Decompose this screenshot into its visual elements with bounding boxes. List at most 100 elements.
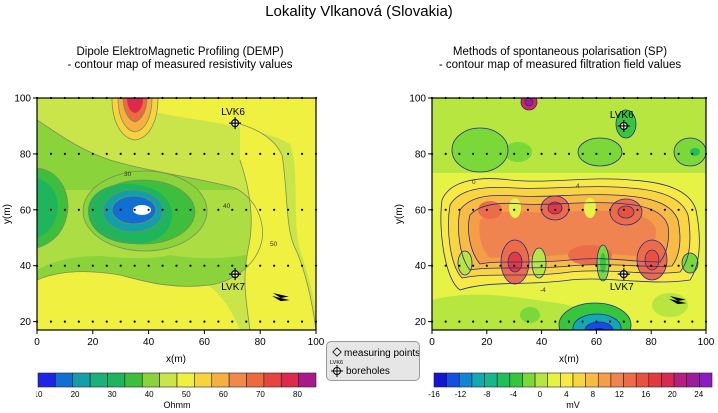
- x-tick-label: 20: [87, 337, 99, 348]
- colorbar-swatch: [194, 372, 213, 388]
- measuring-point: [63, 208, 66, 211]
- colorbar-tick-label: -8: [483, 390, 491, 399]
- resistivity-contours: [37, 98, 316, 330]
- measuring-point: [161, 208, 164, 211]
- left-ylabel: y(m): [2, 204, 13, 224]
- colorbar-tick-label: 30: [108, 390, 117, 399]
- measuring-point: [119, 208, 122, 211]
- measuring-point: [444, 208, 447, 211]
- measuring-point: [245, 152, 248, 156]
- colorbar-swatch: [610, 372, 624, 388]
- measuring-point: [609, 320, 612, 323]
- y-tick-label: 100: [409, 94, 426, 105]
- colorbar-swatch: [547, 372, 561, 388]
- measuring-point: [133, 208, 136, 211]
- measuring-point: [663, 152, 666, 156]
- measuring-point: [147, 208, 150, 211]
- measuring-point: [259, 208, 262, 211]
- right-xlabel: x(m): [559, 354, 579, 365]
- colorbar-swatch: [623, 372, 637, 388]
- measuring-point: [526, 208, 529, 211]
- y-tick-label: 20: [20, 317, 32, 328]
- colorbar-swatch: [280, 372, 299, 388]
- measuring-point: [663, 208, 666, 211]
- colorbar-tick-label: -16: [428, 390, 440, 399]
- measuring-point: [677, 208, 680, 211]
- right-ylabel: y(m): [394, 204, 405, 224]
- measuring-point: [622, 152, 625, 156]
- measuring-point: [161, 320, 164, 323]
- measuring-point: [540, 264, 543, 267]
- colorbar-swatch: [107, 372, 126, 388]
- colorbar-tick-label: 20: [668, 390, 677, 399]
- colorbar-tick-label: 24: [694, 390, 703, 399]
- legend-symbols: measuring points LVK6 boreholes: [330, 347, 420, 377]
- measuring-point: [300, 208, 304, 211]
- colorbar-swatch: [141, 372, 160, 388]
- measuring-point: [77, 264, 80, 267]
- measuring-point: [444, 264, 447, 267]
- measuring-point: [472, 320, 475, 323]
- measuring-point: [636, 264, 639, 267]
- sp-contour-label-neg4: -4: [540, 287, 546, 294]
- measuring-point: [147, 320, 150, 323]
- plot-frame: [36, 97, 317, 331]
- resistivity-fill: [37, 98, 316, 330]
- measuring-point: [444, 320, 447, 323]
- colorbar-swatch: [433, 372, 447, 388]
- measuring-point: [287, 152, 290, 156]
- measuring-point: [203, 320, 206, 323]
- x-tick-label: 0: [429, 337, 435, 348]
- colorbar-swatch: [159, 372, 178, 388]
- measuring-point: [63, 152, 66, 156]
- measuring-point: [650, 208, 653, 211]
- measuring-point: [63, 320, 66, 323]
- measuring-point: [203, 152, 206, 156]
- main-title: Lokality Vlkanová (Slovakia): [265, 3, 453, 20]
- measuring-point: [691, 208, 694, 211]
- measuring-point: [499, 264, 502, 267]
- measuring-point: [300, 264, 304, 267]
- measuring-point: [147, 264, 150, 267]
- measuring-point: [49, 264, 53, 267]
- measuring-point: [77, 152, 80, 156]
- colorbar-swatch: [458, 372, 473, 388]
- y-tick-label: 100: [14, 94, 31, 105]
- colorbar-tick-label: 50: [182, 390, 191, 399]
- colorbar-tick-label: 20: [71, 390, 80, 399]
- measuring-point: [189, 264, 192, 267]
- measuring-point: [91, 208, 94, 211]
- colorbar-unit: Ohmm: [164, 400, 191, 410]
- measuring-point: [259, 152, 262, 156]
- resistivity-colorbar: 10 20 30 40 50 60 70 80 Ohmm: [36, 372, 317, 410]
- legend-measuring-points: measuring points: [344, 348, 419, 359]
- left-title-line2: - contour map of measured resistivity va…: [67, 59, 293, 71]
- measuring-point: [189, 208, 192, 211]
- measuring-point: [189, 152, 192, 156]
- colorbar-swatch: [635, 372, 650, 388]
- colorbar-tick-label: 60: [219, 390, 228, 399]
- measuring-point: [513, 152, 516, 156]
- y-tick-label: 40: [415, 261, 427, 272]
- colorbar-tick-label: 10: [36, 390, 43, 399]
- measuring-point: [273, 152, 276, 156]
- measuring-point: [663, 264, 666, 267]
- colorbar-swatch: [37, 372, 56, 388]
- measuring-point: [273, 320, 276, 323]
- sp-fill: [432, 98, 706, 330]
- measuring-point: [273, 208, 276, 211]
- measuring-point: [540, 152, 543, 156]
- measuring-point: [119, 320, 122, 323]
- measuring-point: [636, 320, 639, 323]
- measuring-point: [217, 320, 220, 323]
- colorbar-swatch: [55, 372, 74, 388]
- colorbar-swatch: [585, 372, 599, 388]
- measuring-point: [513, 320, 516, 323]
- colorbar-swatch: [572, 372, 586, 388]
- map-legend: measuring points LVK6 boreholes: [326, 341, 420, 381]
- colorbar-tick-label: 8: [591, 390, 596, 399]
- measuring-point: [161, 152, 164, 156]
- measuring-point: [622, 320, 625, 323]
- colorbar-swatch: [246, 372, 265, 388]
